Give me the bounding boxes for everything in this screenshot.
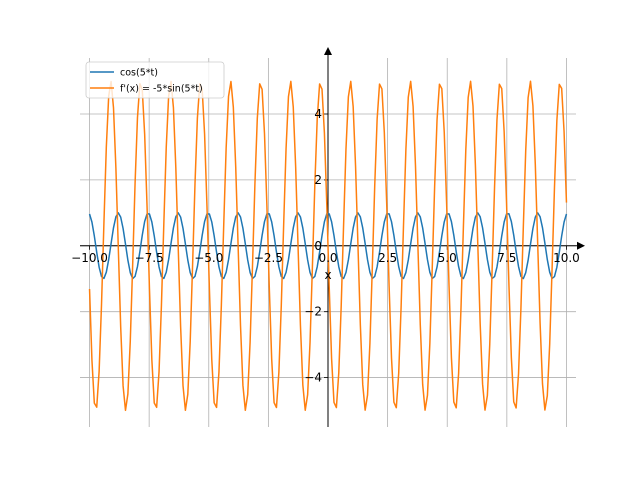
y-tick-label: 2: [314, 173, 322, 187]
y-tick-label: −4: [304, 371, 322, 385]
x-axis-arrow: [577, 241, 585, 250]
y-tick-label: 0: [314, 239, 322, 253]
y-tick-label: 4: [314, 107, 322, 121]
x-tick-label: 5.0: [438, 251, 457, 265]
tick-labels: −10.0 −7.5 −5.0 −2.5 0.0 2.5 5.0 7.5 10.0 −4 −2 0 2 4: [71, 107, 580, 385]
y-axis-arrow: [324, 47, 332, 55]
x-tick-label: 10.0: [553, 251, 580, 265]
series-line-1: [88, 212, 568, 280]
x-tick-label: 2.5: [378, 251, 397, 265]
legend-label: cos(5*t): [120, 68, 158, 79]
x-tick-label: −2.5: [254, 251, 283, 265]
x-tick-label: 7.5: [497, 251, 516, 265]
x-tick-label: −7.5: [135, 251, 164, 265]
x-tick-label: 0.0: [318, 251, 337, 265]
x-axis-label: x: [324, 268, 331, 282]
x-tick-label: −5.0: [194, 251, 223, 265]
legend-box: [85, 61, 225, 99]
y-tick-label: −2: [304, 305, 322, 319]
x-tick-label: −10.0: [71, 251, 108, 265]
legend-label: f'(x) = -5*sin(5*t): [120, 84, 203, 95]
legend: cos(5*t) f'(x) = -5*sin(5*t): [85, 61, 225, 99]
